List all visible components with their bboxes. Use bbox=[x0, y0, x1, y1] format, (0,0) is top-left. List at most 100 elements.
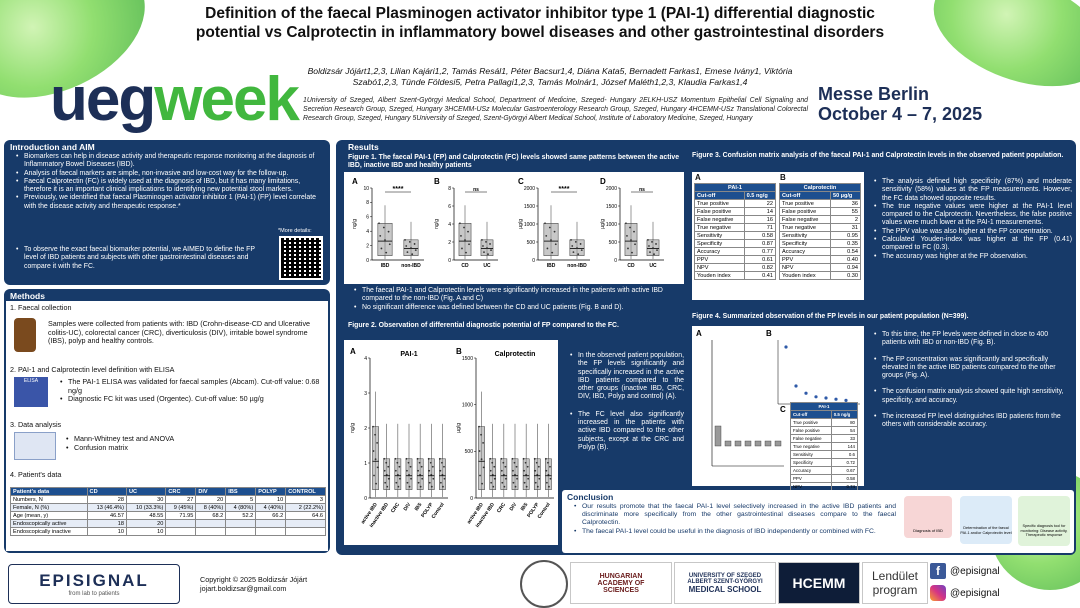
data-point bbox=[536, 473, 539, 476]
data-point bbox=[492, 485, 495, 488]
data-point bbox=[399, 477, 401, 480]
data-point bbox=[418, 461, 421, 464]
table-row: False negative 16 bbox=[694, 215, 777, 224]
box bbox=[478, 426, 485, 490]
data-point bbox=[443, 477, 446, 480]
table-cell: 0.54 bbox=[829, 247, 862, 256]
x-tick-label: UC bbox=[483, 263, 491, 269]
table-cell bbox=[225, 527, 257, 536]
table-cell: 46.57 bbox=[86, 511, 127, 520]
box bbox=[754, 440, 762, 447]
data-point bbox=[485, 240, 487, 243]
data-point bbox=[515, 465, 518, 468]
instagram-link[interactable]: @episignal bbox=[930, 584, 1076, 602]
data-point bbox=[544, 222, 546, 225]
data-point bbox=[631, 251, 633, 254]
table-row: True positive 36 bbox=[779, 199, 862, 208]
data-point bbox=[504, 465, 507, 468]
table-row: Female, N (%) 13 (46.4%) 10 (33.3%) 9 (45%)… bbox=[10, 503, 326, 512]
data-point bbox=[523, 481, 526, 484]
data-point bbox=[441, 461, 443, 464]
table-cell: True negative bbox=[694, 223, 745, 232]
table-cell: False negative bbox=[779, 215, 831, 224]
y-tick-label: 2000 bbox=[606, 186, 617, 192]
data-point bbox=[465, 251, 467, 254]
table-row: Youden index 0.41 bbox=[694, 271, 777, 280]
data-point bbox=[459, 222, 461, 225]
table-row: False positive 54 bbox=[790, 426, 859, 435]
y-tick-label: 1500 bbox=[462, 356, 473, 362]
usz-line: ALBERT SZENT-GYÖRGYI bbox=[687, 578, 763, 585]
table-cell: True negative bbox=[779, 223, 831, 232]
y-axis-label: µg/g bbox=[456, 423, 462, 433]
table-row: Age (mean, y) 46.57 48.55 71.95 68.2 52.2 66.2… bbox=[10, 511, 326, 520]
x-tick-label: IBS bbox=[520, 501, 530, 512]
facebook-icon: f bbox=[930, 563, 946, 579]
table-row: Accuracy 0.77 bbox=[694, 247, 777, 256]
fig2-bullet: In the observed patient population, the … bbox=[570, 352, 684, 402]
email-link[interactable]: jojart.boldizsar@gmail.com bbox=[200, 584, 287, 593]
table-cell: PPV bbox=[694, 255, 745, 264]
usz-medical-logo: UNIVERSITY OF SZEGED ALBERT SZENT-GYÖRGY… bbox=[674, 562, 776, 604]
data-point bbox=[534, 481, 537, 484]
y-tick-label: 0 bbox=[448, 258, 451, 264]
data-point bbox=[824, 396, 828, 400]
table-cell: PPV bbox=[779, 255, 831, 264]
table-cell: 20 bbox=[195, 495, 227, 504]
fig1-title: Figure 1. The faecal PAI-1 (FP) and Calp… bbox=[348, 154, 680, 170]
fig3-bullet: Calculated Youden-index was higher at th… bbox=[874, 236, 1072, 253]
fig4-bullets: To this time, the FP levels were defined… bbox=[866, 331, 1072, 430]
table-cell: 0.95 bbox=[829, 231, 862, 240]
qr-code[interactable] bbox=[279, 236, 323, 280]
table-row: Accuracy 0.67 bbox=[790, 466, 859, 475]
table-cell: 10 bbox=[255, 495, 287, 504]
table-cell: 71.95 bbox=[165, 511, 197, 520]
y-tick-label: 500 bbox=[465, 449, 474, 455]
table-cell: 0.67 bbox=[830, 466, 859, 475]
table-cell bbox=[165, 519, 197, 528]
data-point bbox=[378, 222, 380, 225]
table-cell: 2 bbox=[829, 215, 862, 224]
y-tick-label: 8 bbox=[366, 200, 369, 206]
data-point bbox=[420, 465, 423, 468]
fig2-bullets: In the observed patient population, the … bbox=[562, 352, 684, 452]
data-point bbox=[580, 249, 583, 251]
data-point bbox=[627, 247, 629, 250]
copyright-block: Copyright © 2025 Boldizsár Jójárt jojart… bbox=[200, 575, 307, 593]
episignal-name: EPISIGNAL bbox=[39, 571, 149, 590]
data-point bbox=[479, 474, 481, 477]
data-point bbox=[468, 243, 470, 246]
facebook-handle: @episignal bbox=[950, 565, 1000, 577]
conclusion-bullet: Our results promote that the faecal PAI-… bbox=[574, 503, 896, 528]
table-cell bbox=[165, 527, 197, 536]
data-point bbox=[525, 473, 528, 476]
cutoff-cell: 0.5 ng/g bbox=[830, 410, 859, 419]
methods-s2-list: The PAI-1 ELISA was validated for faecal… bbox=[52, 377, 324, 404]
table-cell: 18 bbox=[86, 519, 127, 528]
data-point bbox=[489, 457, 492, 460]
table-cell bbox=[285, 519, 326, 528]
fig4-title: Figure 4. Summarized observation of the … bbox=[692, 313, 969, 320]
facebook-link[interactable]: f @episignal bbox=[930, 562, 1076, 580]
x-tick-label: non-IBD bbox=[401, 263, 421, 269]
fig3-bullet: The accuracy was higher at the FP observ… bbox=[874, 253, 1072, 262]
y-tick-label: 2000 bbox=[524, 186, 535, 192]
table-header-cell: CRC bbox=[165, 487, 197, 496]
data-point bbox=[383, 469, 386, 472]
table-cell: 144 bbox=[830, 442, 859, 451]
intro-bullet: Analysis of faecal markers are simple, n… bbox=[16, 170, 320, 179]
episignal-tagline: from lab to patients bbox=[68, 591, 120, 597]
data-point bbox=[511, 457, 514, 460]
table-cell: Female, N (%) bbox=[10, 503, 88, 512]
y-axis-label: µg/g bbox=[518, 219, 524, 229]
results-title: Results bbox=[348, 142, 379, 152]
box bbox=[744, 440, 752, 447]
data-point bbox=[549, 465, 551, 468]
table-cell: 55 bbox=[829, 207, 862, 216]
data-point bbox=[394, 457, 397, 460]
table-cell: 16 bbox=[743, 215, 777, 224]
lendulet-logo: Lendület program bbox=[862, 562, 928, 604]
data-point bbox=[512, 469, 514, 472]
significance-label: **** bbox=[559, 186, 570, 193]
data-point bbox=[428, 481, 431, 484]
